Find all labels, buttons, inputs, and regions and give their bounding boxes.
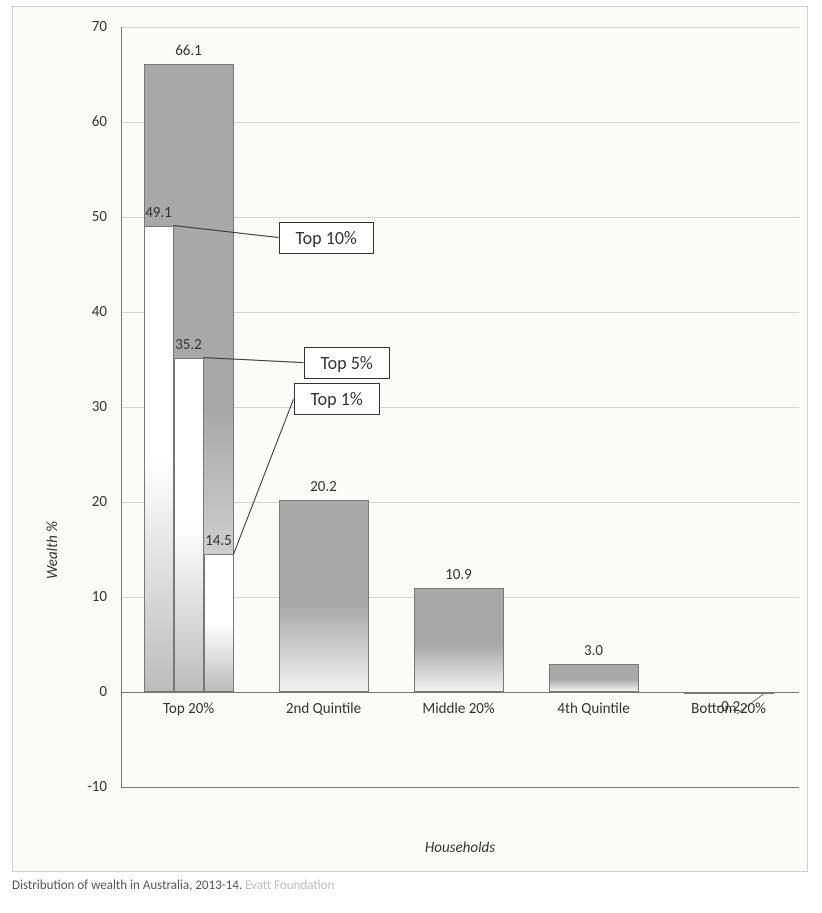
y-tick-label: 30 <box>92 398 107 416</box>
caption-source: Evatt Foundation <box>245 878 334 893</box>
y-tick-label: 40 <box>92 303 107 321</box>
x-tick-label: 2nd Quintile <box>286 700 361 718</box>
x-tick-label: Top 20% <box>163 700 214 718</box>
y-tick-label: 60 <box>92 113 107 131</box>
x-tick-label: Bottom 20% <box>691 700 766 718</box>
chart-frame: 66.120.210.93.0-0.249.1Top 10%35.2Top 5%… <box>12 6 808 872</box>
y-axis-title: Wealth % <box>44 521 62 579</box>
y-tick-label: 0 <box>99 683 107 701</box>
y-axis <box>121 27 122 787</box>
page: 66.120.210.93.0-0.249.1Top 10%35.2Top 5%… <box>0 0 822 913</box>
caption: Distribution of wealth in Australia, 201… <box>12 878 334 893</box>
caption-text: Distribution of wealth in Australia, 201… <box>12 878 242 893</box>
y-tick-label: 50 <box>92 208 107 226</box>
x-tick-label: 4th Quintile <box>557 700 629 718</box>
x-tick-label: Middle 20% <box>422 700 494 718</box>
plot-area: 66.120.210.93.0-0.249.1Top 10%35.2Top 5%… <box>121 27 799 787</box>
x-axis-title: Households <box>425 839 495 857</box>
y-tick-label: -10 <box>87 778 107 796</box>
y-tick-label: 10 <box>92 588 107 606</box>
y-tick-label: 20 <box>92 493 107 511</box>
y-tick-label: 70 <box>92 18 107 36</box>
leader-line <box>121 27 799 787</box>
